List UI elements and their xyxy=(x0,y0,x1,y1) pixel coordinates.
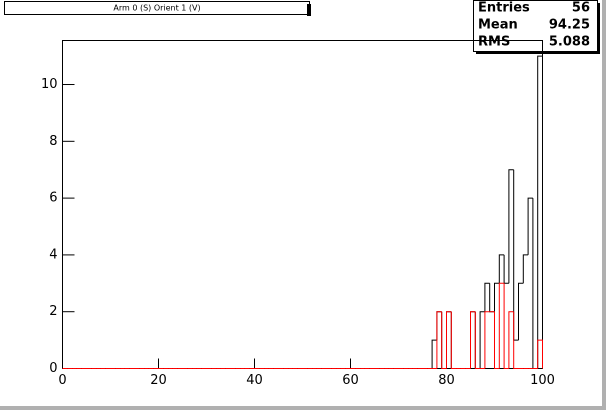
stats-value: 56 xyxy=(572,1,590,16)
histogram-bin xyxy=(484,282,490,312)
y-tick-label: 6 xyxy=(49,191,57,206)
histogram-bin xyxy=(474,311,481,369)
histogram-bin xyxy=(470,311,476,369)
stats-shadow xyxy=(597,3,600,54)
histogram-bin xyxy=(508,311,514,369)
histogram-bin xyxy=(537,55,543,369)
histogram-bin xyxy=(450,311,457,369)
x-tick-label: 20 xyxy=(150,373,167,388)
y-tick-label: 2 xyxy=(49,304,57,319)
histogram-bin xyxy=(503,283,509,369)
histogram-bin xyxy=(436,311,442,369)
x-tick-label: 100 xyxy=(530,373,555,388)
chart-title: Arm 0 (S) Orient 1 (V) xyxy=(113,4,200,13)
histogram-bin xyxy=(479,311,485,369)
x-tick-label: 60 xyxy=(342,373,359,388)
y-tick-label: 0 xyxy=(49,361,57,376)
stats-label: Mean xyxy=(478,18,518,33)
histogram-bin xyxy=(518,282,524,341)
histogram-bin xyxy=(498,282,505,369)
y-tick-label: 4 xyxy=(49,247,57,262)
histogram-bin xyxy=(522,254,529,284)
stats-box xyxy=(473,0,598,52)
histogram-bin xyxy=(527,197,533,255)
histogram-bin xyxy=(498,254,505,284)
canvas-border xyxy=(602,0,606,410)
stats-value: 5.088 xyxy=(549,35,590,50)
y-tick-label: 8 xyxy=(49,134,57,149)
x-tick-label: 40 xyxy=(246,373,263,388)
y-tick-label: 10 xyxy=(41,77,58,92)
canvas-border xyxy=(0,406,606,410)
histogram-bin xyxy=(494,282,500,312)
histogram-bin xyxy=(446,311,452,369)
title-shadow xyxy=(307,4,311,16)
histogram-bin xyxy=(484,311,490,369)
stats-value: 94.25 xyxy=(549,18,590,33)
histogram-bin xyxy=(537,339,543,369)
stats-label: Entries xyxy=(478,1,530,16)
stats-label: RMS xyxy=(478,35,510,50)
histogram-bin xyxy=(431,339,437,369)
x-tick-label: 80 xyxy=(438,373,455,388)
histogram-bin xyxy=(441,311,447,369)
x-tick-label: 0 xyxy=(58,373,66,388)
histogram-bin xyxy=(494,311,500,369)
histogram-bin xyxy=(508,169,514,284)
stats-shadow xyxy=(476,51,600,54)
histogram-bin xyxy=(513,311,519,369)
